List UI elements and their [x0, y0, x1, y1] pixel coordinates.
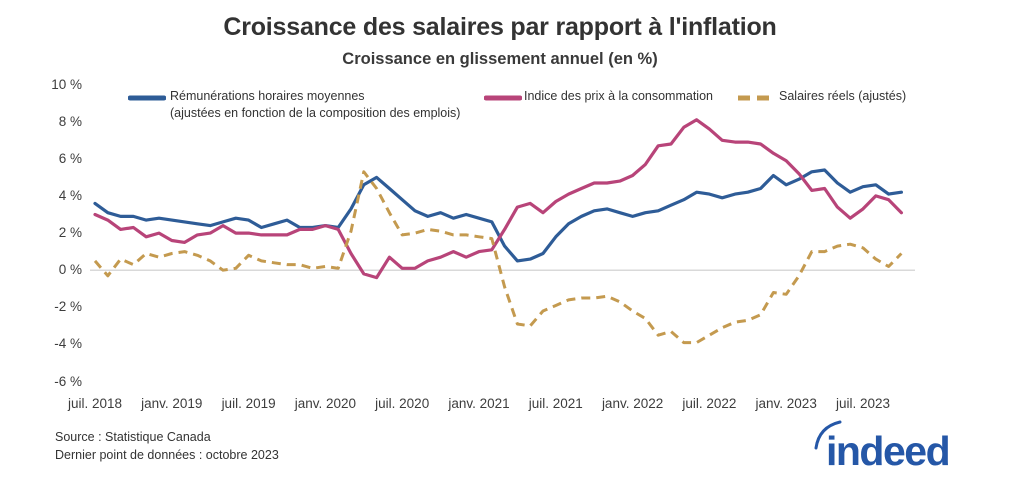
indeed-logo-text: indeed — [826, 428, 949, 474]
y-tick-label: 4 % — [58, 187, 82, 203]
x-tick-label: janv. 2020 — [294, 396, 357, 411]
legend-item-wages: Rémunérations horaires moyennes (ajustée… — [128, 88, 460, 122]
y-tick-label: 10 % — [51, 76, 82, 92]
x-tick-label: juil. 2018 — [67, 396, 123, 411]
y-tick-label: -6 % — [54, 373, 82, 389]
legend-item-real-wages: Salaires réels (ajustés) — [737, 88, 906, 105]
legend-label-cpi: Indice des prix à la consommation — [524, 89, 713, 103]
x-tick-label: janv. 2019 — [141, 396, 203, 411]
chart-title: Croissance des salaires par rapport à l'… — [223, 13, 777, 41]
last-datapoint-note: Dernier point de données : octobre 2023 — [55, 448, 279, 462]
indeed-logo: indeed — [812, 418, 972, 478]
legend-label-wages-line2: (ajustées en fonction de la composition … — [170, 106, 461, 120]
source-note: Source : Statistique Canada — [55, 430, 211, 444]
cpi-line-swatch — [484, 95, 522, 101]
legend-label-wages-line1: Rémunérations horaires moyennes — [170, 89, 365, 103]
x-tick-label: juil. 2020 — [375, 396, 430, 411]
y-tick-label: 0 % — [58, 262, 82, 278]
x-tick-label: janv. 2023 — [755, 396, 817, 411]
wage-line-swatch — [128, 95, 166, 101]
legend-item-cpi: Indice des prix à la consommation — [484, 88, 713, 105]
y-tick-label: 6 % — [58, 150, 82, 166]
series-line-0 — [93, 168, 903, 263]
y-tick-label: 8 % — [58, 113, 82, 129]
x-tick-label: juil. 2023 — [835, 396, 891, 411]
x-tick-label: juil. 2021 — [528, 396, 583, 411]
series-line-1 — [93, 118, 903, 280]
x-tick-label: juil. 2022 — [682, 396, 737, 411]
chart-subtitle: Croissance en glissement annuel (en %) — [342, 50, 658, 68]
real-wages-line-swatch — [738, 95, 776, 101]
y-tick-label: -4 % — [54, 336, 82, 352]
y-tick-label: 2 % — [58, 225, 82, 241]
legend-label-real-wages: Salaires réels (ajustés) — [779, 89, 907, 103]
y-tick-label: -2 % — [54, 299, 82, 315]
series-line-2 — [93, 170, 903, 345]
indeed-logo-graphic: indeed — [814, 420, 951, 474]
x-tick-label: janv. 2021 — [448, 396, 510, 411]
x-tick-label: juil. 2019 — [221, 396, 276, 411]
indeed-logo-swoosh-icon — [814, 420, 842, 450]
x-tick-label: janv. 2022 — [601, 396, 664, 411]
